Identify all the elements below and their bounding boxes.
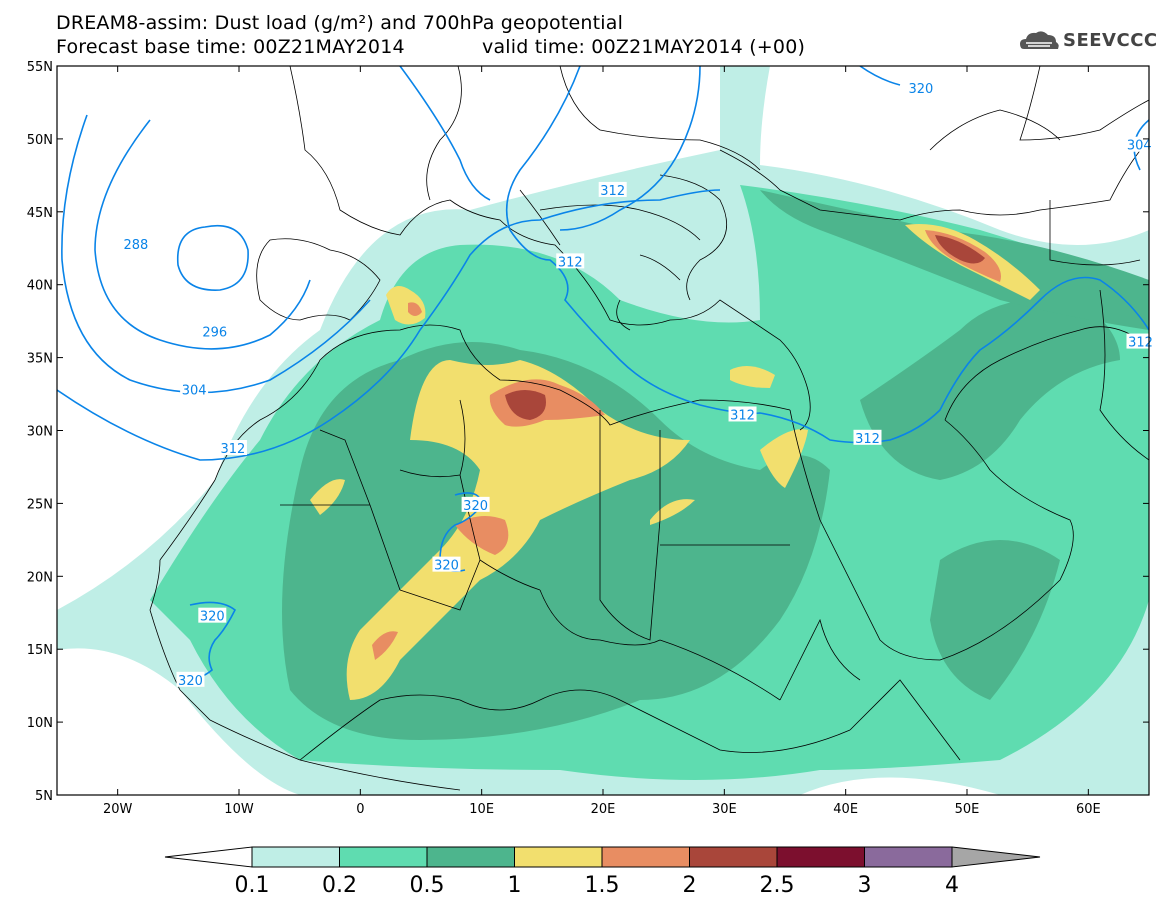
lat-tick-label: 40N <box>27 279 53 294</box>
contour-label-bg <box>853 429 882 445</box>
lat-tick-label: 30N <box>27 425 53 440</box>
lon-tick-label: 30E <box>712 802 737 817</box>
logo-text: SEEVCCC <box>1063 30 1158 51</box>
lat-tick-label: 25N <box>27 497 53 512</box>
colorbar-level-label: 1 <box>508 873 522 898</box>
contour-label: 320 <box>908 82 933 97</box>
contour-label-bg <box>598 181 627 197</box>
lon-tick-label: 10W <box>224 802 254 817</box>
contour-label: 312 <box>221 442 246 457</box>
lon-tick-label: 0 <box>356 802 364 817</box>
colorbar-level-label: 4 <box>945 873 959 898</box>
colorbar-arrow-low <box>164 846 253 868</box>
contour-label-bg <box>180 381 209 397</box>
lat-tick-label: 50N <box>27 133 53 148</box>
contour-label-bg <box>1125 136 1154 152</box>
lat-tick-label: 45N <box>27 206 53 221</box>
colorbar-level-label: 0.2 <box>322 873 357 898</box>
contour-label: 312 <box>1128 336 1153 351</box>
contour-label: 296 <box>202 325 227 340</box>
lat-tick-label: 35N <box>27 352 53 367</box>
lon-tick-label: 20E <box>591 802 616 817</box>
colorbar-level-label: 3 <box>858 873 872 898</box>
lon-tick-label: 20W <box>103 802 133 817</box>
contour-label: 320 <box>463 499 488 514</box>
contour-label-bg <box>461 496 490 512</box>
contour-label: 312 <box>730 408 755 423</box>
contour-label-bg <box>906 79 935 95</box>
contour-label: 312 <box>855 432 880 447</box>
contour-label-bg <box>432 556 461 572</box>
latitude-axis: 55N 50N 45N 40N 35N 30N 25N 20N 15N 10N 5N <box>27 60 1149 804</box>
dust-shading <box>57 66 1149 795</box>
contour-label-bg <box>728 406 757 422</box>
colorbar-swatch <box>339 846 428 868</box>
contour-label-bg <box>198 607 227 623</box>
lat-tick-label: 15N <box>27 643 53 658</box>
contour-label-bg <box>200 323 229 339</box>
contour-label-bg <box>121 235 150 251</box>
colorbar-swatch <box>514 846 603 868</box>
lon-tick-label: 40E <box>833 802 858 817</box>
contour-label: 320 <box>178 674 203 689</box>
contour-label: 320 <box>434 559 459 574</box>
lat-tick-label: 5N <box>35 789 53 804</box>
contour-label: 304 <box>1127 139 1152 154</box>
colorbar-level-label: 1.5 <box>585 873 620 898</box>
colorbar-level-label: 2 <box>683 873 697 898</box>
contour-label: 312 <box>600 184 625 199</box>
lon-tick-label: 60E <box>1076 802 1101 817</box>
contour-label: 320 <box>200 610 225 625</box>
colorbar-swatch <box>251 846 340 868</box>
contour-label-bg <box>218 439 247 455</box>
country-borders <box>149 66 1149 791</box>
colorbar-swatch <box>776 846 865 868</box>
lon-tick-label: 10E <box>469 802 494 817</box>
lat-tick-label: 55N <box>27 60 53 75</box>
colorbar-swatch <box>689 846 778 868</box>
longitude-axis: 20W 10W 0 10E 20E 30E 40E 50E 60E <box>103 66 1101 817</box>
colorbar-swatch <box>864 846 953 868</box>
contour-label: 312 <box>558 255 583 270</box>
lon-tick-label: 50E <box>955 802 980 817</box>
colorbar-level-label: 0.5 <box>410 873 445 898</box>
valid-time: valid time: 00Z21MAY2014 (+00) <box>482 36 806 58</box>
cloud-icon <box>1020 31 1059 49</box>
colorbar-level-label: 2.5 <box>760 873 795 898</box>
colorbar: 0.1 0.2 0.5 1 1.5 2 2.5 3 4 <box>164 846 1041 898</box>
contour-label-bg <box>176 671 205 687</box>
colorbar-level-label: 0.1 <box>235 873 270 898</box>
colorbar-swatch <box>601 846 690 868</box>
contour-labels: 288 296 304 312 312 312 312 312 320 320 320 320 320 3… <box>121 79 1155 689</box>
forecast-base-time: Forecast base time: 00Z21MAY2014 <box>56 36 405 58</box>
contour-label: 304 <box>182 384 207 399</box>
lat-tick-label: 20N <box>27 570 53 585</box>
contour-label-bg <box>1126 333 1155 349</box>
contour-label: 288 <box>123 238 148 253</box>
lat-tick-label: 10N <box>27 716 53 731</box>
contour-label-bg <box>556 253 585 269</box>
chart-title: DREAM8-assim: Dust load (g/m²) and 700hP… <box>56 12 624 34</box>
colorbar-arrow-high <box>951 846 1041 868</box>
colorbar-swatch <box>426 846 515 868</box>
